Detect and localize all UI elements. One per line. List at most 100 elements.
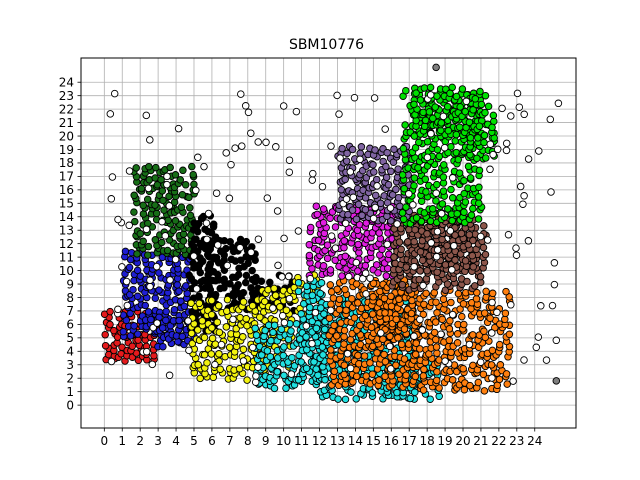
- data-point: [278, 273, 286, 281]
- data-point: [416, 315, 424, 324]
- data-point: [236, 243, 244, 252]
- data-point: [493, 308, 501, 317]
- data-point: [550, 259, 559, 267]
- y-tick-label: 0: [66, 398, 74, 412]
- data-point: [244, 259, 252, 268]
- x-tick-label: 6: [208, 434, 216, 448]
- data-point: [278, 311, 287, 320]
- data-point: [122, 277, 131, 286]
- data-point: [454, 155, 463, 164]
- data-point: [287, 370, 296, 378]
- data-point: [379, 335, 387, 343]
- data-point: [302, 364, 311, 373]
- data-point: [484, 102, 493, 111]
- data-point: [509, 377, 517, 385]
- data-point: [437, 119, 446, 127]
- x-axis-ticks: 0 1 2 3 4 5 6 7 8 9 10 11 12 13 14 15 16 17 18 19 20 21 22 23 24: [100, 428, 542, 448]
- data-point: [402, 203, 410, 211]
- x-tick-label: 19: [437, 434, 452, 448]
- data-point: [261, 326, 269, 335]
- data-point: [205, 283, 213, 291]
- data-point: [106, 320, 114, 329]
- data-point: [483, 236, 492, 244]
- data-point: [394, 165, 402, 173]
- data-point: [352, 258, 361, 267]
- data-point: [395, 238, 404, 246]
- data-point: [433, 180, 441, 189]
- data-point: [280, 371, 288, 380]
- data-point: [432, 376, 441, 385]
- data-point: [254, 138, 262, 146]
- data-point: [421, 175, 430, 183]
- data-point: [118, 343, 126, 351]
- data-point: [447, 142, 455, 151]
- data-point: [270, 284, 278, 293]
- data-point: [392, 361, 400, 369]
- data-point: [260, 297, 269, 306]
- data-point: [415, 138, 423, 147]
- data-point: [354, 200, 363, 209]
- data-point: [311, 308, 320, 317]
- data-point: [438, 200, 447, 208]
- data-point: [158, 217, 166, 226]
- data-point: [308, 339, 316, 348]
- data-point: [444, 126, 453, 135]
- data-point: [216, 365, 224, 373]
- data-point: [312, 365, 320, 373]
- data-point: [447, 185, 455, 194]
- data-point: [223, 261, 232, 270]
- data-point: [347, 388, 355, 396]
- data-point: [550, 280, 559, 289]
- data-point: [433, 349, 441, 357]
- data-point: [143, 195, 152, 204]
- data-point: [439, 112, 448, 121]
- data-point: [399, 144, 408, 153]
- data-point: [426, 83, 435, 92]
- data-point: [211, 290, 220, 299]
- data-point: [410, 332, 418, 340]
- data-point: [319, 351, 327, 359]
- data-point: [327, 346, 335, 354]
- data-point: [178, 190, 187, 199]
- data-point: [292, 320, 301, 328]
- data-point: [495, 340, 504, 349]
- data-point: [479, 243, 488, 252]
- x-tick-label: 17: [402, 434, 417, 448]
- data-point: [430, 288, 439, 297]
- data-point: [482, 287, 490, 296]
- data-point: [340, 370, 348, 379]
- data-point: [488, 374, 496, 382]
- data-point: [392, 315, 400, 324]
- data-point: [306, 303, 314, 312]
- data-point: [195, 299, 204, 308]
- data-point: [378, 245, 386, 254]
- data-point: [139, 201, 147, 210]
- data-point: [410, 262, 418, 271]
- data-point: [473, 154, 481, 163]
- data-point: [312, 324, 321, 333]
- data-point: [308, 291, 317, 300]
- data-point: [205, 268, 214, 277]
- data-point: [419, 386, 428, 394]
- data-point: [313, 210, 322, 219]
- data-point: [408, 296, 416, 305]
- y-tick-label: 24: [59, 76, 74, 90]
- data-point: [456, 103, 464, 111]
- data-point: [391, 259, 399, 268]
- data-point: [254, 363, 262, 371]
- data-point: [488, 123, 496, 132]
- data-point: [279, 351, 288, 360]
- data-point: [234, 270, 243, 279]
- data-point: [387, 167, 395, 176]
- y-tick-label: 20: [59, 129, 74, 143]
- x-tick-label: 10: [276, 434, 291, 448]
- data-point: [450, 242, 458, 250]
- data-point: [407, 309, 416, 318]
- data-point: [141, 301, 150, 310]
- data-point: [125, 263, 134, 272]
- data-point: [398, 171, 407, 179]
- data-point: [146, 276, 154, 284]
- y-tick-label: 1: [66, 385, 74, 399]
- data-point: [418, 256, 427, 265]
- x-tick-label: 7: [226, 434, 234, 448]
